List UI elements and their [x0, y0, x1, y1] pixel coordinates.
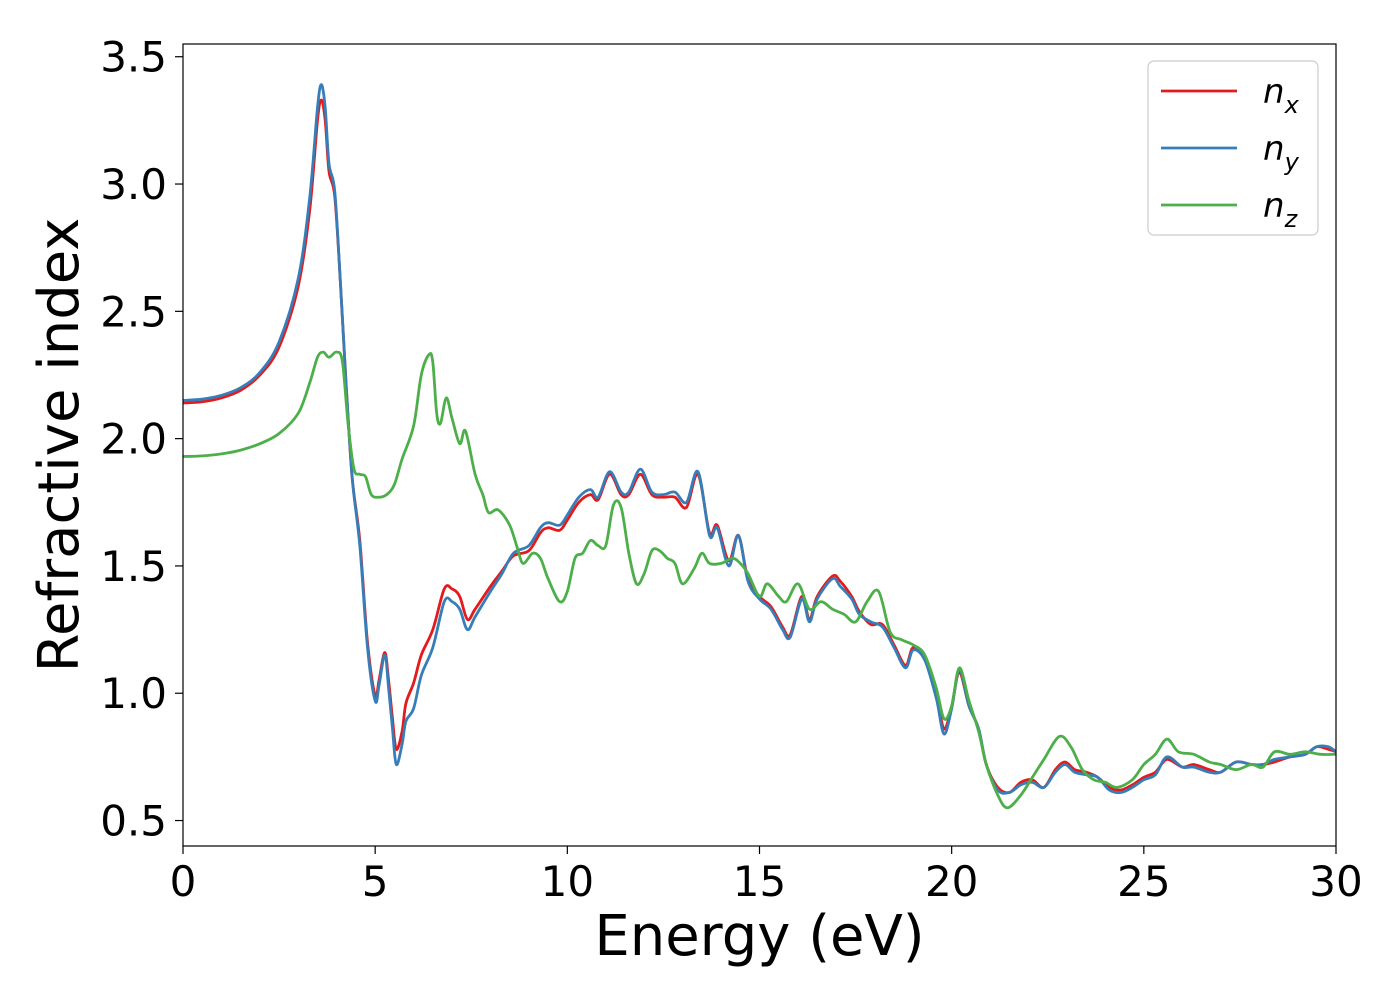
x-tick-label: 20 — [925, 857, 978, 906]
x-tick-label: 30 — [1309, 857, 1362, 906]
legend-label-x: nx — [1263, 72, 1300, 119]
y-tick-label: 1.0 — [100, 669, 167, 718]
y-tick-label: 2.5 — [100, 287, 167, 336]
series-line-z — [183, 350, 1336, 810]
y-axis-title: Refractive index — [27, 218, 92, 673]
series-layer — [183, 83, 1336, 810]
legend-label-z: nz — [1263, 186, 1299, 233]
x-axis-title: Energy (eV) — [594, 904, 924, 969]
x-tick-label: 25 — [1117, 857, 1170, 906]
y-tick-label: 3.0 — [100, 160, 167, 209]
x-tick-label: 0 — [170, 857, 197, 906]
series-line-y — [183, 83, 1336, 795]
legend-label-y: ny — [1263, 129, 1300, 176]
ticks-layer: 0 5 10 15 20 25 30 0.5 1.0 1.5 2.0 2.5 3.0 3.5 — [100, 33, 1363, 906]
x-tick-label: 5 — [362, 857, 389, 906]
x-tick-label: 10 — [541, 857, 594, 906]
y-tick-label: 0.5 — [100, 797, 167, 846]
x-tick-label: 15 — [733, 857, 786, 906]
legend: nx ny nz — [1147, 60, 1319, 236]
y-tick-label: 2.0 — [100, 415, 167, 464]
y-tick-label: 3.5 — [100, 33, 167, 82]
y-tick-label: 1.5 — [100, 542, 167, 591]
